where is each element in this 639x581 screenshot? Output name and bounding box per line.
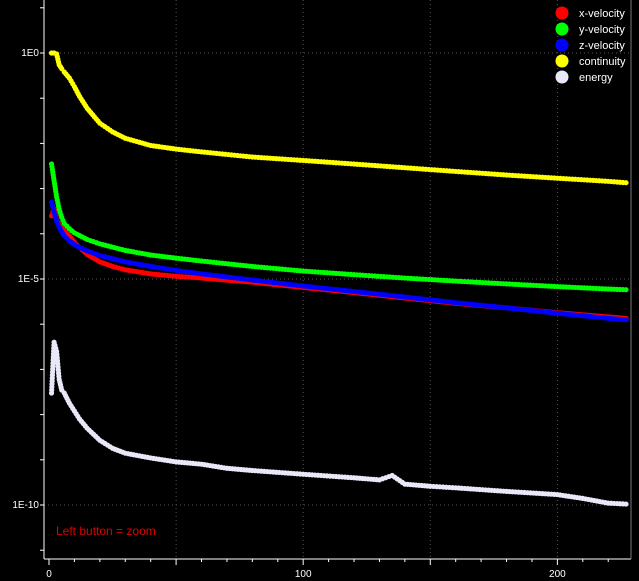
data-point-z-velocity [623, 317, 629, 323]
series-markers-z-velocity [48, 199, 629, 323]
x-tick-label: 0 [46, 569, 52, 580]
legend-swatch-continuity [555, 54, 569, 68]
axis-layer: 0 100 200 1E0 1E-5 1E-10 [12, 0, 632, 580]
legend-label-x-velocity: x-velocity [579, 8, 625, 20]
y-tick-label: 1E0 [21, 48, 39, 59]
data-point-y-velocity [623, 287, 629, 293]
series-markers-y-velocity [48, 161, 629, 293]
legend-label-z-velocity: z-velocity [579, 40, 625, 52]
y-tick-label: 1E-10 [12, 500, 39, 511]
y-tick-label: 1E-5 [18, 274, 40, 285]
legend-swatch-energy [555, 70, 569, 84]
legend-label-y-velocity: y-velocity [579, 24, 625, 36]
series-markers-energy [48, 339, 629, 507]
legend-label-energy: energy [579, 72, 613, 84]
legend-swatch-y-velocity [555, 22, 569, 36]
zoom-hint-text: Left button = zoom [56, 524, 156, 538]
x-tick-label: 200 [549, 569, 566, 580]
data-point-continuity [623, 180, 629, 186]
series-layer [48, 50, 629, 507]
legend-label-continuity: continuity [579, 56, 626, 68]
legend-swatch-z-velocity [555, 38, 569, 52]
series-markers-continuity [48, 50, 629, 186]
x-tick-label: 100 [295, 569, 312, 580]
legend: x-velocity y-velocity z-velocity continuity… [555, 6, 626, 84]
legend-swatch-x-velocity [555, 6, 569, 20]
data-point-energy [623, 501, 629, 507]
